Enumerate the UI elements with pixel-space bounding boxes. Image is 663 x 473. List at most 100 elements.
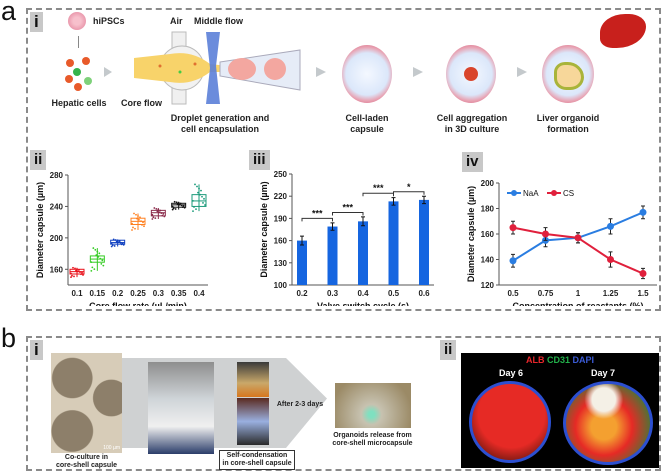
significance-label: *** [373,183,384,193]
data-point [100,262,103,265]
panel-bi-badge: i [30,340,43,360]
data-point [78,268,80,271]
y-tick-label: 160 [50,265,64,274]
chart-reactant-concentration: 120 140 160 180 200 0.5 0.75 1 1.25 1.5 Concentrat… [466,179,657,306]
data-point [81,271,83,274]
data-point [137,215,139,217]
data-point [151,213,154,216]
data-point [136,217,138,220]
cell-laden-capsule-label: Cell-laden capsule [330,113,404,135]
legend-label: NaA [523,189,539,198]
x-tick-label: 0.35 [171,289,187,298]
x-tick-label: 0.15 [90,289,106,298]
x-tick-label: 0.2 [112,289,124,298]
stain-dapi: DAPI [572,355,595,365]
data-point [177,202,180,204]
x-tick-label: 0.3 [153,289,165,298]
significance-label: *** [312,208,323,218]
data-point [151,218,154,220]
data-point [193,206,195,208]
x-axis-title: Concentration of reactants (%) [512,301,643,306]
chart-core-flow-rate: 160 200 240 280 0.1 0.15 0.2 0.25 0.3 0.35 0.4 Core… [35,171,208,306]
data-point [607,256,614,263]
data-point [509,257,517,265]
bioreactor-setup-photo [148,362,214,454]
data-point [171,208,174,211]
y-tick-label: 190 [274,214,288,223]
data-point [179,202,182,205]
data-point [110,242,113,245]
x-tick-label: 0.75 [538,289,554,298]
incubator-device-photo [237,398,269,445]
data-point [79,271,81,273]
data-point [172,207,175,210]
release-line1: Organoids release from [333,432,412,439]
data-point [178,203,181,206]
data-point [101,259,104,262]
data-point [93,268,96,271]
y-tick-label: 130 [274,259,288,268]
data-point [158,211,161,214]
capsule-microscope-image: 100 µm [51,353,122,453]
liver-organoid-label: Liver organoid formation [530,113,606,135]
data-point [204,204,206,206]
data-point [111,244,114,247]
data-point [116,239,119,242]
data-point [200,189,202,192]
middle-flow-label: Middle flow [194,16,243,26]
y-tick-label: 160 [274,237,288,246]
coculture-line1: Co-culture in [64,454,109,461]
data-point [161,214,164,217]
data-point [118,240,121,242]
data-point [113,245,116,247]
x-tick-label: 1.25 [603,289,619,298]
x-tick-label: 0.6 [418,289,430,298]
legend-label: CS [563,189,574,198]
x-axis-title: Core flow rate (µL/min) [89,301,187,306]
x-tick-label: 0.3 [327,289,339,298]
data-point [196,185,198,188]
y-tick-label: 250 [274,170,288,179]
data-point [99,257,102,260]
aggregation-line1: Cell aggregation [436,113,508,123]
organoid-line1: Liver organoid [536,113,600,123]
data-point [157,208,160,211]
significance-bracket [332,211,364,216]
y-axis-title: Diameter capsule (µm) [35,182,45,278]
data-point [70,276,72,279]
data-point [155,207,158,210]
data-point [509,224,517,232]
x-tick-label: 1.5 [637,289,649,298]
data-point [152,216,155,219]
data-point [198,187,200,190]
y-tick-label: 280 [50,171,64,180]
data-point [132,226,134,229]
after-days-label: After 2-3 days [276,401,324,408]
data-point [542,230,549,238]
hipscs-cluster-icon [68,12,86,30]
x-tick-label: 0.1 [71,289,83,298]
data-point [73,275,75,278]
cell-aggregation-capsule-illustration [446,45,496,103]
data-point [201,195,203,198]
data-point [176,203,179,206]
data-point [122,243,125,246]
panel-b-frame [26,336,661,471]
y-tick-label: 120 [481,281,495,290]
data-point [90,269,93,272]
legend-marker [511,190,517,196]
release-caption: Organoids release from core-shell microca… [325,432,420,448]
bar [419,199,429,285]
significance-bracket [362,192,394,197]
capsule-line2: capsule [350,124,384,134]
data-point [159,209,162,212]
data-point [607,222,614,230]
error-bar [391,197,396,206]
panel-b-label: b [1,323,17,353]
y-tick-label: 240 [50,202,64,211]
data-point [95,254,98,256]
data-point [82,274,84,276]
data-point [143,225,145,228]
droplet-generation-label: Droplet generation and cell encapsulation [160,113,280,135]
y-tick-label: 220 [274,192,288,201]
